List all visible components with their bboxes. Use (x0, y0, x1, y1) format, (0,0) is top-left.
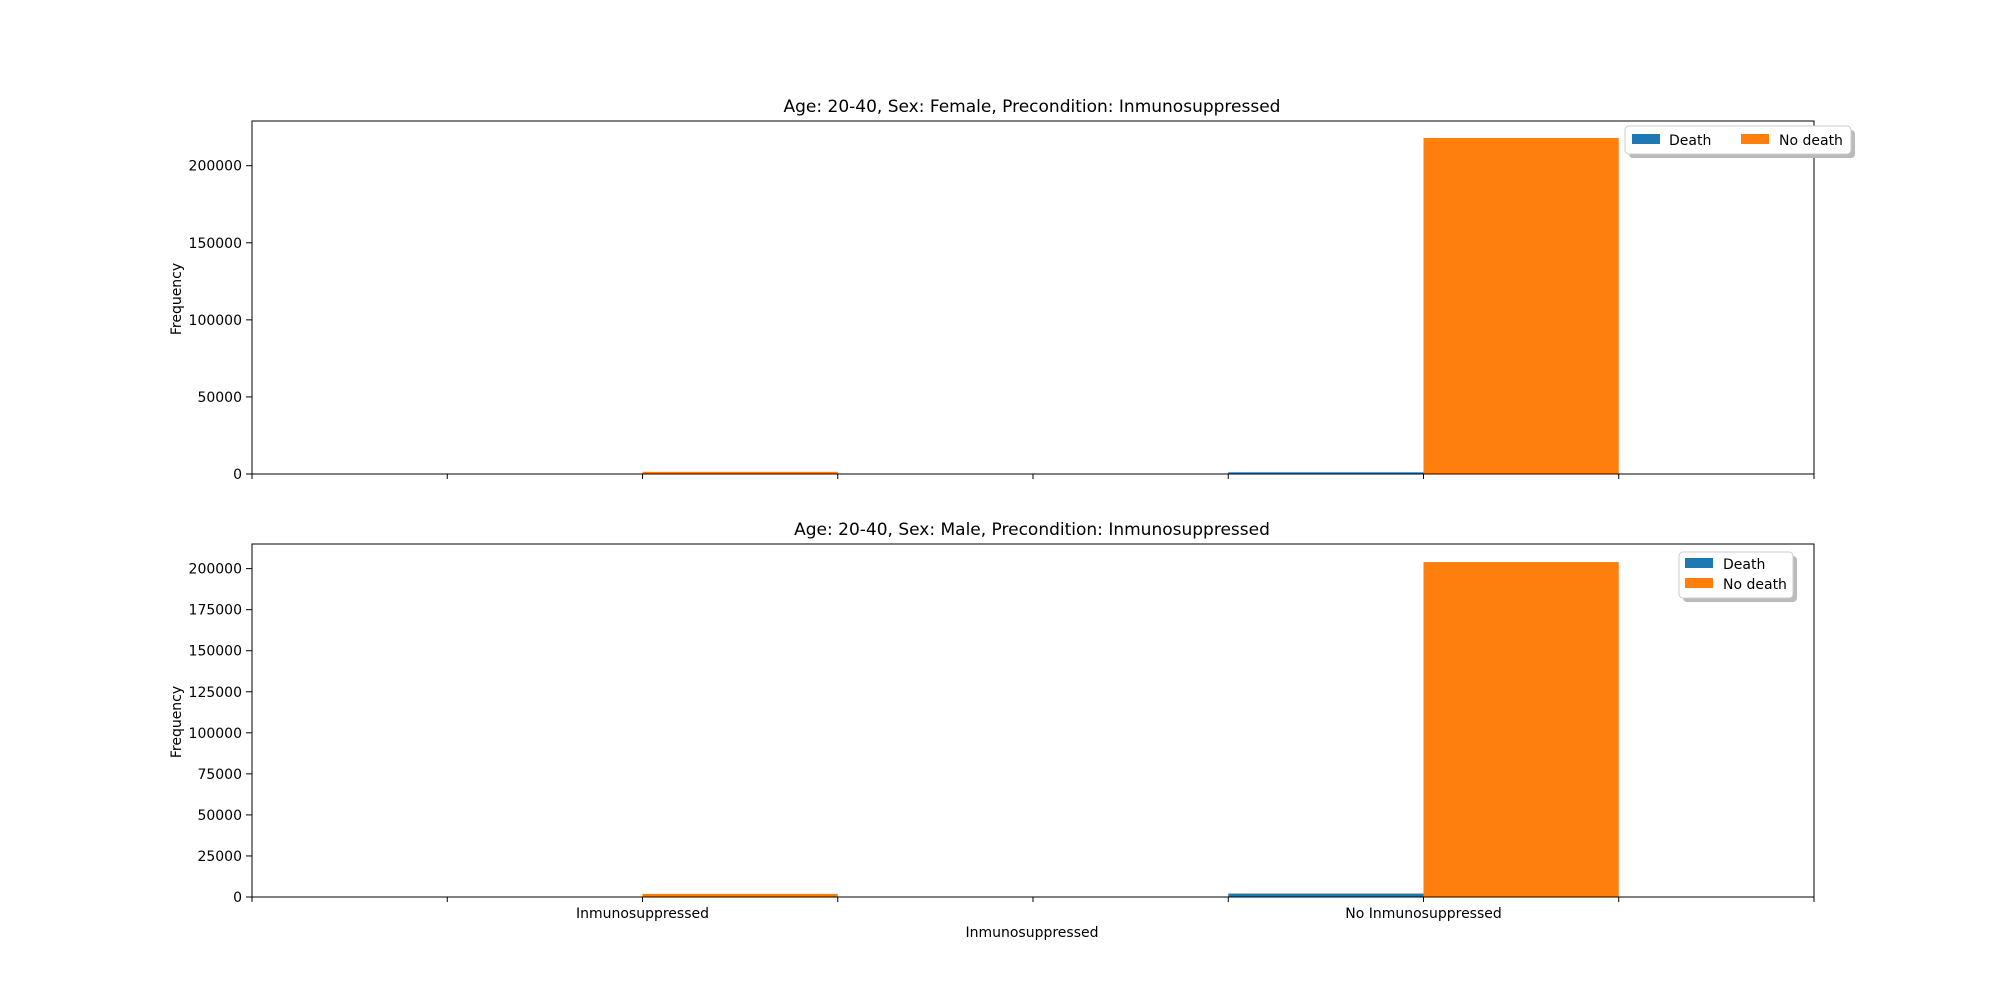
bar-death-1 (1228, 472, 1424, 474)
legend: Death No death (1678, 551, 1797, 602)
x-ticks: Inmunosuppressed No Inmunosuppressed (251, 897, 1815, 922)
x-ticks (251, 474, 1815, 479)
y-axis-label: Frequency (169, 263, 185, 335)
legend-swatch-no-death (1685, 578, 1713, 588)
legend: Death No death (1624, 125, 1855, 158)
x-tick-label: Inmunosuppressed (576, 906, 709, 922)
bar-no-death-1 (1423, 562, 1619, 897)
x-tick-label: No Inmunosuppressed (1345, 906, 1502, 922)
y-tick-label: 0 (233, 467, 242, 483)
y-tick-label: 50000 (197, 808, 242, 824)
bars (447, 137, 1619, 474)
chart-title: Age: 20-40, Sex: Male, Precondition: Inm… (794, 520, 1270, 540)
bars (447, 562, 1619, 897)
y-tick-label: 150000 (189, 644, 242, 660)
subplot-female: Age: 20-40, Sex: Female, Precondition: I… (169, 97, 1855, 483)
y-tick-label: 100000 (189, 313, 242, 329)
y-tick-label: 50000 (197, 390, 242, 406)
subplot-male: Age: 20-40, Sex: Male, Precondition: Inm… (169, 520, 1815, 941)
y-tick-label: 0 (233, 890, 242, 906)
bar-no-death-0 (642, 893, 838, 897)
y-tick-labels: 0 50000 100000 150000 200000 (189, 159, 252, 483)
bar-no-death-0 (642, 471, 838, 474)
legend-swatch-death (1685, 558, 1713, 568)
legend-label-death: Death (1669, 133, 1711, 149)
y-tick-labels: 0 25000 50000 75000 100000 125000 150000 175000… (189, 562, 252, 906)
y-tick-label: 150000 (189, 236, 242, 252)
legend-label-no-death: No death (1723, 577, 1787, 593)
y-axis-label: Frequency (169, 686, 185, 758)
y-tick-label: 100000 (189, 726, 242, 742)
legend-swatch-no-death (1741, 134, 1769, 144)
legend-box (1624, 125, 1852, 155)
legend-label-no-death: No death (1779, 133, 1843, 149)
bar-no-death-1 (1423, 137, 1619, 474)
y-tick-label: 25000 (197, 849, 242, 865)
y-tick-label: 75000 (197, 767, 242, 783)
chart-title: Age: 20-40, Sex: Female, Precondition: I… (784, 97, 1281, 117)
y-tick-label: 200000 (189, 562, 242, 578)
x-axis-label: Inmunosuppressed (965, 925, 1098, 941)
y-tick-label: 125000 (189, 685, 242, 701)
bar-death-1 (1228, 893, 1424, 897)
legend-swatch-death (1632, 134, 1660, 144)
y-tick-label: 200000 (189, 159, 242, 175)
legend-label-death: Death (1723, 557, 1765, 573)
y-tick-label: 175000 (189, 603, 242, 619)
